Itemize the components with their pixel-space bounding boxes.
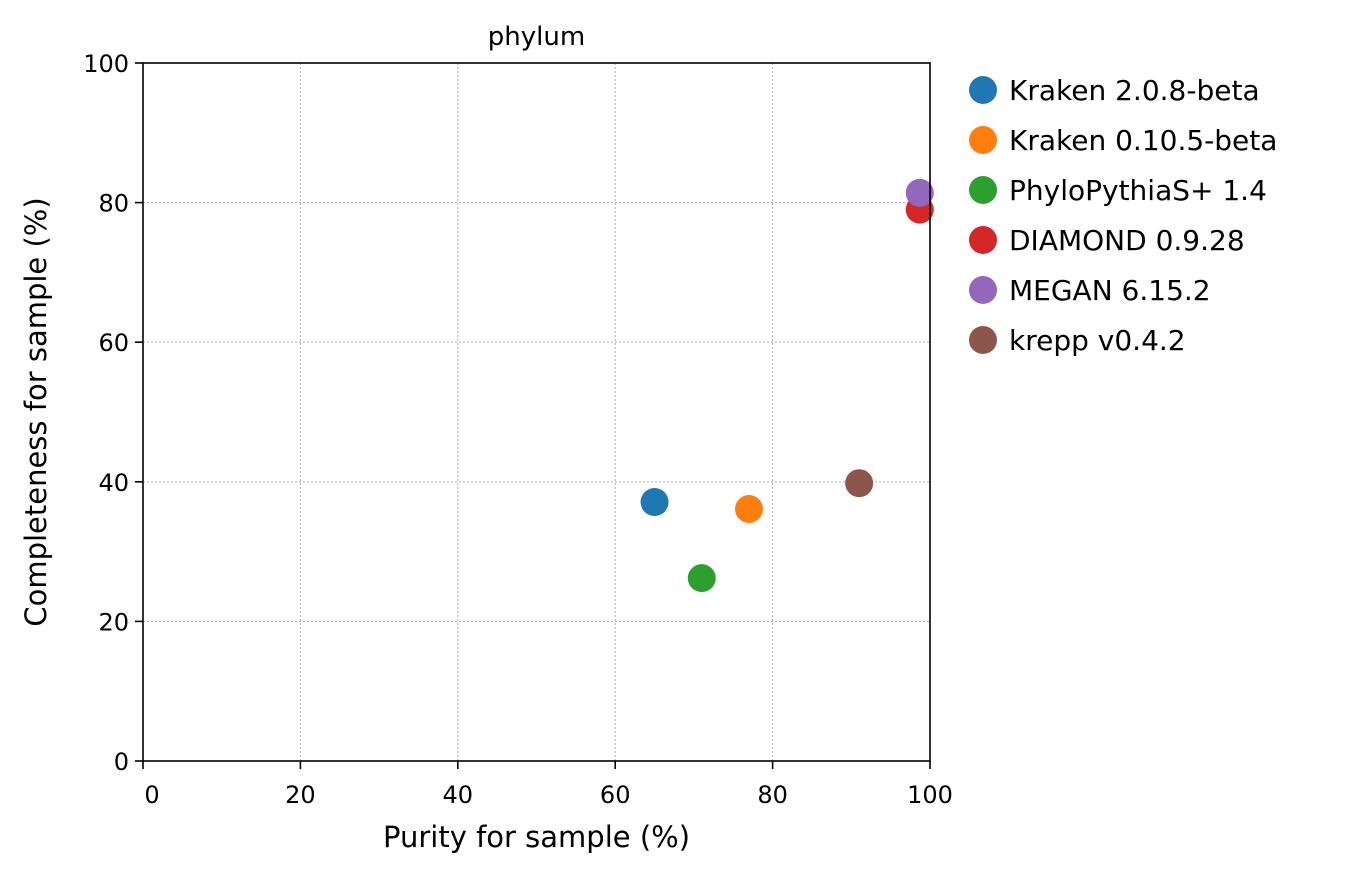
axis-ticks: 0 20 40 60 80 100 0 20 40 60 80 100 bbox=[83, 50, 953, 809]
y-tick-label: 80 bbox=[98, 190, 129, 218]
legend-label: krepp v0.4.2 bbox=[1009, 324, 1186, 357]
legend-marker bbox=[969, 276, 997, 304]
x-tick-label: 0 bbox=[144, 781, 159, 809]
data-point bbox=[734, 495, 763, 524]
x-tick-label: 40 bbox=[443, 781, 474, 809]
legend-label: MEGAN 6.15.2 bbox=[1009, 274, 1211, 307]
data-point bbox=[905, 178, 934, 207]
y-tick-label: 60 bbox=[98, 329, 129, 357]
legend-marker bbox=[969, 126, 997, 154]
data-point bbox=[687, 564, 716, 593]
legend-label: DIAMOND 0.9.28 bbox=[1009, 224, 1245, 257]
legend: Kraken 2.0.8-beta Kraken 0.10.5-beta Phylo… bbox=[969, 74, 1277, 357]
x-tick-label: 20 bbox=[285, 781, 316, 809]
y-axis-label: Completeness for sample (%) bbox=[19, 197, 53, 626]
legend-marker bbox=[969, 226, 997, 254]
data-points bbox=[640, 178, 934, 593]
legend-marker bbox=[969, 76, 997, 104]
plot-frame bbox=[142, 62, 931, 762]
x-tick-label: 100 bbox=[907, 781, 953, 809]
grid-lines bbox=[142, 62, 931, 762]
legend-label: Kraken 0.10.5-beta bbox=[1009, 124, 1277, 157]
x-tick-label: 60 bbox=[600, 781, 631, 809]
data-point bbox=[845, 469, 874, 498]
legend-marker bbox=[969, 326, 997, 354]
y-tick-label: 100 bbox=[83, 50, 129, 78]
x-axis-label: Purity for sample (%) bbox=[383, 820, 690, 854]
y-tick-label: 40 bbox=[98, 469, 129, 497]
legend-label: Kraken 2.0.8-beta bbox=[1009, 74, 1260, 107]
y-tick-label: 20 bbox=[98, 608, 129, 636]
data-point bbox=[640, 488, 669, 517]
y-tick-label: 0 bbox=[114, 748, 129, 776]
legend-label: PhyloPythiaS+ 1.4 bbox=[1009, 174, 1267, 207]
x-tick-label: 80 bbox=[757, 781, 788, 809]
legend-marker bbox=[969, 176, 997, 204]
chart-title: phylum bbox=[488, 22, 585, 52]
